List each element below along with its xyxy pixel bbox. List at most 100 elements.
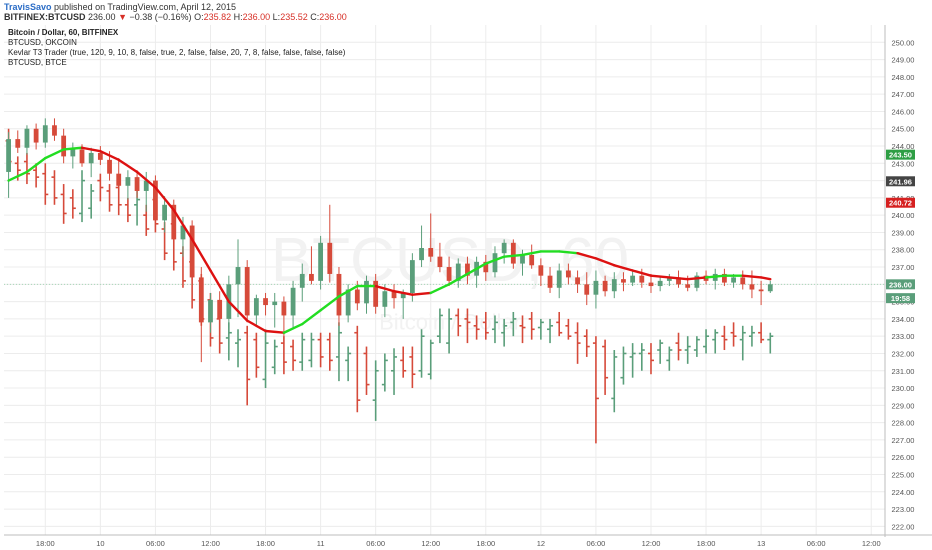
t3-line-segment (245, 319, 267, 333)
okcoin-bar (427, 339, 434, 380)
price-tag-box (886, 176, 915, 187)
candle-body (345, 289, 351, 316)
candle (299, 263, 305, 302)
candle (15, 130, 21, 153)
price-chart[interactable]: 222.00 223.00 224.00 225.00 226.00 227.00 228.… (0, 22, 932, 550)
candle (290, 280, 296, 328)
btce-bar (69, 189, 76, 219)
candle (758, 280, 764, 306)
candle (712, 268, 718, 290)
candle-body (42, 125, 48, 143)
t3-line-segment (319, 295, 341, 312)
okcoin-bar (537, 318, 544, 340)
candle-body (556, 270, 562, 288)
candle-body (602, 280, 608, 292)
btce-bar (51, 170, 58, 205)
t3-line-segment (172, 208, 194, 241)
btce-bar (748, 325, 755, 347)
candle-body (61, 135, 67, 157)
t3-line-segment (25, 156, 47, 174)
author-link[interactable]: TravisSavo (4, 2, 52, 12)
candle-body (134, 177, 140, 191)
watermark-name: Bitcoin / Dollar (379, 309, 521, 334)
candle (657, 275, 663, 292)
btce-bar (418, 329, 425, 378)
candle (153, 175, 158, 228)
price-tag-label: 241.96 (889, 177, 912, 186)
price-tag: 240.72 (886, 197, 915, 208)
btce-bar (381, 353, 388, 392)
legend-main-series[interactable]: Bitcoin / Dollar, 60, BITFINEX (8, 28, 119, 37)
t3-line-segment (7, 170, 29, 182)
candle-body (694, 275, 700, 288)
btce-bar (528, 311, 535, 340)
publish-header: TravisSavo published on TradingView.com,… (4, 2, 236, 12)
t3-line-segment (392, 290, 414, 296)
t3-line-segment (502, 253, 524, 258)
price-tag: 236.00 (886, 279, 915, 290)
y-tick-label: 222.00 (892, 522, 915, 531)
candle-body (666, 277, 672, 281)
candle (556, 263, 562, 299)
btce-bar (730, 322, 737, 347)
price-tag: 19:58 (886, 293, 915, 304)
price-tag: 243.50 (886, 149, 915, 160)
x-tick-label: 12 (537, 539, 545, 548)
candle-body (593, 280, 599, 295)
candle (134, 170, 140, 198)
candle-body (70, 149, 76, 157)
candle (327, 204, 333, 283)
y-tick-label: 238.00 (892, 246, 915, 255)
candle-body (400, 292, 406, 299)
candle (253, 294, 259, 326)
btce-bar (693, 336, 700, 357)
x-tick-label: 18:00 (476, 539, 495, 548)
btce-bar (88, 184, 95, 219)
okcoin-bar (317, 332, 324, 368)
candle (125, 170, 131, 200)
okcoin-bar (335, 322, 342, 382)
legend-okcoin-series[interactable]: BTCUSD, OKCOIN (8, 38, 77, 47)
okcoin-bar (372, 360, 379, 421)
okcoin-bar (446, 308, 453, 354)
candle-body (208, 299, 213, 323)
high-label: H: (233, 12, 243, 22)
candle-body (657, 280, 663, 287)
x-tick-label: 12:00 (421, 539, 440, 548)
candle (529, 244, 535, 269)
okcoin-bar (299, 332, 306, 371)
candle (88, 147, 94, 178)
y-tick-label: 226.00 (892, 453, 915, 462)
candle (584, 272, 590, 306)
candle-body (538, 265, 544, 276)
x-tick-label: 12:00 (201, 539, 220, 548)
t3-line-segment (209, 269, 231, 303)
legend-btce-series[interactable]: BTCUSD, BTCE (8, 58, 67, 67)
t3-line-segment (80, 146, 102, 153)
t3-line-segment (411, 291, 432, 296)
published-text: published on TradingView.com, April 12, … (54, 2, 237, 12)
t3-line-segment (190, 238, 212, 272)
candle-body (327, 242, 333, 274)
y-tick-label: 250.00 (892, 38, 915, 47)
candle (309, 246, 314, 285)
legend-t3-indicator[interactable]: Kevlar T3 Trader (true, 120, 9, 10, 8, f… (8, 48, 346, 57)
okcoin-bar (519, 315, 526, 344)
okcoin-bar (262, 329, 269, 389)
okcoin-bar (60, 184, 67, 224)
candle-body (639, 275, 645, 283)
open-label: O: (194, 12, 204, 22)
okcoin-bar (42, 163, 49, 205)
okcoin-bar (556, 311, 563, 337)
price-tag-label: 240.72 (889, 199, 912, 208)
y-tick-label: 228.00 (892, 419, 915, 428)
t3-line-segment (154, 186, 175, 212)
chart-legend: Bitcoin / Dollar, 60, BITFINEX BTCUSD, O… (8, 28, 345, 68)
candle-body (492, 253, 498, 273)
candle (419, 225, 424, 268)
last-price: 236.00 (88, 12, 116, 22)
x-tick-label: 10 (96, 539, 104, 548)
okcoin-bar (79, 170, 86, 223)
btce-bar (620, 346, 627, 385)
candle-body (107, 159, 112, 174)
